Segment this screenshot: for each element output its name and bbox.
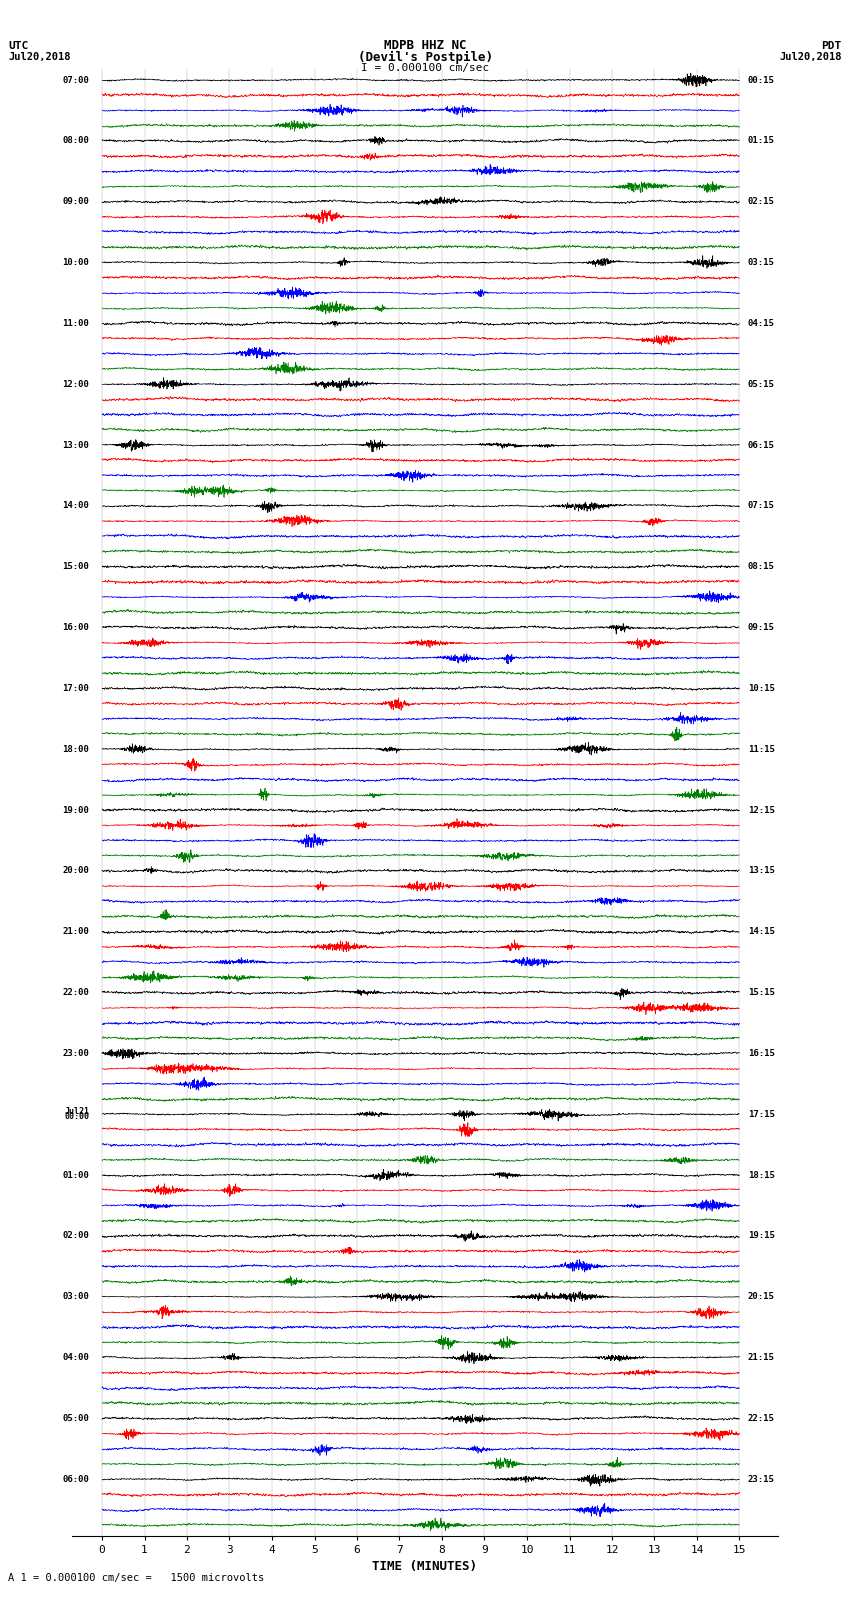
Text: 02:15: 02:15 [748, 197, 775, 206]
Text: 17:15: 17:15 [748, 1110, 775, 1119]
Text: 22:00: 22:00 [62, 989, 89, 997]
Text: 19:15: 19:15 [748, 1231, 775, 1240]
Text: 15:15: 15:15 [748, 989, 775, 997]
Text: (Devil's Postpile): (Devil's Postpile) [358, 50, 492, 65]
Text: Jul20,2018: Jul20,2018 [779, 52, 842, 63]
Text: 07:15: 07:15 [748, 502, 775, 510]
Text: 00:00: 00:00 [65, 1111, 89, 1121]
Text: 10:15: 10:15 [748, 684, 775, 694]
Text: 09:00: 09:00 [62, 197, 89, 206]
Text: 23:00: 23:00 [62, 1048, 89, 1058]
Text: 04:15: 04:15 [748, 319, 775, 327]
Text: 05:15: 05:15 [748, 379, 775, 389]
Text: 22:15: 22:15 [748, 1415, 775, 1423]
Text: A 1 = 0.000100 cm/sec =   1500 microvolts: A 1 = 0.000100 cm/sec = 1500 microvolts [8, 1573, 264, 1582]
Text: 00:15: 00:15 [748, 76, 775, 84]
Text: MDPB HHZ NC: MDPB HHZ NC [383, 39, 467, 53]
Text: 19:00: 19:00 [62, 805, 89, 815]
Text: 15:00: 15:00 [62, 563, 89, 571]
Text: 16:00: 16:00 [62, 623, 89, 632]
Text: 14:15: 14:15 [748, 927, 775, 936]
Text: 02:00: 02:00 [62, 1231, 89, 1240]
Text: 06:00: 06:00 [62, 1474, 89, 1484]
Text: 01:00: 01:00 [62, 1171, 89, 1179]
Text: Jul21: Jul21 [65, 1108, 89, 1116]
Text: 04:00: 04:00 [62, 1353, 89, 1361]
Text: 18:15: 18:15 [748, 1171, 775, 1179]
Text: 11:00: 11:00 [62, 319, 89, 327]
Text: 10:00: 10:00 [62, 258, 89, 268]
Text: 21:15: 21:15 [748, 1353, 775, 1361]
Text: 08:15: 08:15 [748, 563, 775, 571]
Text: 08:00: 08:00 [62, 137, 89, 145]
Text: 13:00: 13:00 [62, 440, 89, 450]
Text: 03:00: 03:00 [62, 1292, 89, 1302]
Text: 09:15: 09:15 [748, 623, 775, 632]
Text: 23:15: 23:15 [748, 1474, 775, 1484]
Text: 12:00: 12:00 [62, 379, 89, 389]
Text: I = 0.000100 cm/sec: I = 0.000100 cm/sec [361, 63, 489, 73]
Text: 16:15: 16:15 [748, 1048, 775, 1058]
Text: PDT: PDT [821, 40, 842, 52]
X-axis label: TIME (MINUTES): TIME (MINUTES) [372, 1560, 478, 1573]
Text: 18:00: 18:00 [62, 745, 89, 753]
Text: 13:15: 13:15 [748, 866, 775, 876]
Text: 06:15: 06:15 [748, 440, 775, 450]
Text: 05:00: 05:00 [62, 1415, 89, 1423]
Text: 11:15: 11:15 [748, 745, 775, 753]
Text: 03:15: 03:15 [748, 258, 775, 268]
Text: UTC: UTC [8, 40, 29, 52]
Text: 17:00: 17:00 [62, 684, 89, 694]
Text: 20:00: 20:00 [62, 866, 89, 876]
Text: 07:00: 07:00 [62, 76, 89, 84]
Text: 14:00: 14:00 [62, 502, 89, 510]
Text: Jul20,2018: Jul20,2018 [8, 52, 71, 63]
Text: 20:15: 20:15 [748, 1292, 775, 1302]
Text: 21:00: 21:00 [62, 927, 89, 936]
Text: 12:15: 12:15 [748, 805, 775, 815]
Text: 01:15: 01:15 [748, 137, 775, 145]
